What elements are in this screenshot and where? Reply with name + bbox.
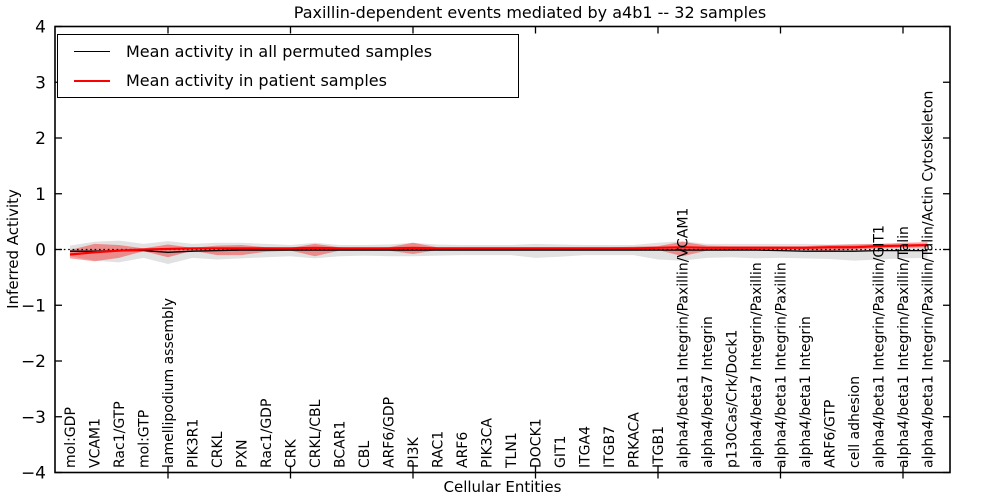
y-tick-label: 1: [35, 185, 46, 205]
x-tick-label: PI3K: [406, 437, 422, 468]
patient-band: [70, 241, 928, 262]
x-tick-label: alpha4/beta1 Integrin/Paxillin/Talin/Act…: [921, 91, 937, 468]
x-tick-label: Rac1/GTP: [112, 401, 128, 468]
permuted-band: [70, 240, 928, 264]
x-tick-label: GIT1: [553, 436, 569, 468]
y-tick-label: −1: [21, 296, 46, 316]
x-tick-label: ARF6/GTP: [823, 400, 839, 468]
x-tick-label: ITGB1: [651, 426, 667, 468]
x-tick-label: CRK: [284, 438, 300, 468]
legend-item-permuted: Mean activity in all permuted samples: [58, 41, 518, 63]
x-tick-label: TLN1: [504, 432, 520, 469]
x-tick-label: BCAR1: [333, 421, 349, 468]
x-tick-label: alpha4/beta7 Integrin/Paxillin: [749, 262, 765, 468]
x-tick-label: VCAM1: [88, 418, 104, 468]
x-tick-label: ARF6: [455, 432, 471, 468]
x-tick-label: DOCK1: [529, 418, 545, 468]
y-tick-label: −3: [21, 408, 46, 428]
patient-mean-line: [69, 243, 928, 256]
x-axis-title: Cellular Entities: [443, 478, 562, 496]
legend-label: Mean activity in patient samples: [126, 71, 387, 90]
x-tick-label: lamellipodium assembly: [161, 298, 177, 468]
y-tick-label: 0: [35, 241, 46, 261]
x-tick-label: PRKACA: [627, 412, 643, 468]
x-tick-label: CRKL: [210, 431, 226, 468]
axes-border: [54, 25, 951, 474]
x-tick-label: PXN: [235, 439, 251, 468]
patient-line-swatch: [74, 79, 110, 82]
y-tick-label: 3: [35, 73, 46, 93]
x-tick-label: alpha4/beta1 Integrin/Paxillin: [774, 262, 790, 468]
x-tick-label: CBL: [357, 441, 373, 468]
y-tick-label: −2: [21, 352, 46, 372]
x-tick-label: mol:GDP: [63, 407, 79, 468]
x-tick-label: ARF6/GDP: [382, 397, 398, 468]
legend-label: Mean activity in all permuted samples: [126, 42, 433, 61]
x-tick-label: PIK3R1: [186, 419, 202, 468]
x-tick-label: PIK3CA: [480, 418, 496, 468]
legend-item-patient: Mean activity in patient samples: [58, 70, 518, 92]
y-tick-label: −4: [21, 464, 46, 484]
x-tick-label: ITGA4: [578, 426, 594, 468]
chart-title: Paxillin-dependent events mediated by a4…: [293, 3, 767, 22]
x-tick-label: cell adhesion: [847, 376, 863, 468]
x-tick-label: alpha4/beta1 Integrin: [798, 316, 814, 468]
x-tick-label: p130Cas/Crk/Dock1: [725, 330, 741, 468]
y-axis-title: Inferred Activity: [4, 189, 22, 309]
x-tick-label: ITGB7: [602, 426, 618, 468]
x-tick-label: alpha4/beta1 Integrin/Paxillin/GIT1: [872, 225, 888, 468]
x-tick-label: RAC1: [431, 431, 447, 468]
permuted-line-swatch: [74, 51, 110, 52]
x-tick-label: alpha4/beta1 Integrin/Paxillin/VCAM1: [676, 208, 692, 468]
x-tick-label: alpha4/beta7 Integrin: [700, 316, 716, 468]
x-tick-label: alpha4/beta1 Integrin/Paxillin/Talin: [896, 226, 912, 468]
x-tick-label: CRKL/CBL: [308, 399, 324, 468]
permuted-mean-line: [70, 249, 928, 253]
x-tick-label: Rac1/GDP: [259, 399, 275, 468]
x-tick-label: mol:GTP: [137, 410, 153, 468]
y-tick-label: 2: [35, 129, 46, 149]
y-tick-label: 4: [35, 18, 46, 38]
legend: Mean activity in all permuted samples Me…: [57, 34, 519, 98]
